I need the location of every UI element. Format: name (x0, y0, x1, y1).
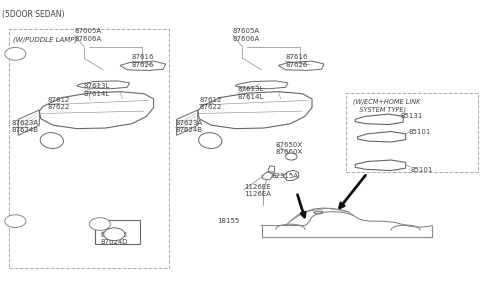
Text: 82315A: 82315A (271, 173, 298, 179)
Text: 87616
87626: 87616 87626 (132, 54, 155, 68)
Circle shape (89, 218, 110, 230)
Text: (W/ECM+HOME LINK
   SYSTEM TYPE): (W/ECM+HOME LINK SYSTEM TYPE) (353, 99, 420, 113)
Text: 87650X
87660X: 87650X 87660X (276, 142, 303, 155)
Bar (9, 29, 169, 268)
Text: 85101: 85101 (409, 129, 432, 135)
Bar (346, 93, 478, 172)
Text: 87614B
87624D: 87614B 87624D (101, 232, 128, 245)
Circle shape (5, 47, 26, 60)
Text: A: A (13, 219, 18, 224)
Circle shape (5, 215, 26, 228)
Text: (W/PUDDLE LAMP): (W/PUDDLE LAMP) (13, 36, 78, 43)
Text: 18155: 18155 (217, 218, 240, 224)
Text: 85101: 85101 (410, 167, 433, 173)
Text: A: A (13, 51, 18, 56)
Text: 87612
87622: 87612 87622 (199, 97, 222, 110)
Text: 87613L
87614L: 87613L 87614L (238, 86, 264, 100)
Text: 87623A
87624B: 87623A 87624B (175, 120, 203, 133)
Text: 87612
87622: 87612 87622 (47, 97, 70, 110)
Text: 1126EE
1126EA: 1126EE 1126EA (244, 184, 271, 197)
Circle shape (104, 228, 125, 241)
Polygon shape (313, 211, 323, 214)
Text: 87623A
87624B: 87623A 87624B (12, 120, 39, 133)
Bar (95, 220, 140, 244)
Text: 87613L
87614L: 87613L 87614L (84, 84, 110, 97)
Text: (5DOOR SEDAN): (5DOOR SEDAN) (2, 10, 65, 19)
Circle shape (286, 153, 297, 160)
Text: 87605A
87606A: 87605A 87606A (233, 28, 260, 42)
Text: 85131: 85131 (401, 113, 423, 119)
Text: B: B (97, 221, 102, 227)
Text: 87616
87626: 87616 87626 (286, 54, 308, 68)
Text: 87605A
87606A: 87605A 87606A (74, 28, 102, 42)
